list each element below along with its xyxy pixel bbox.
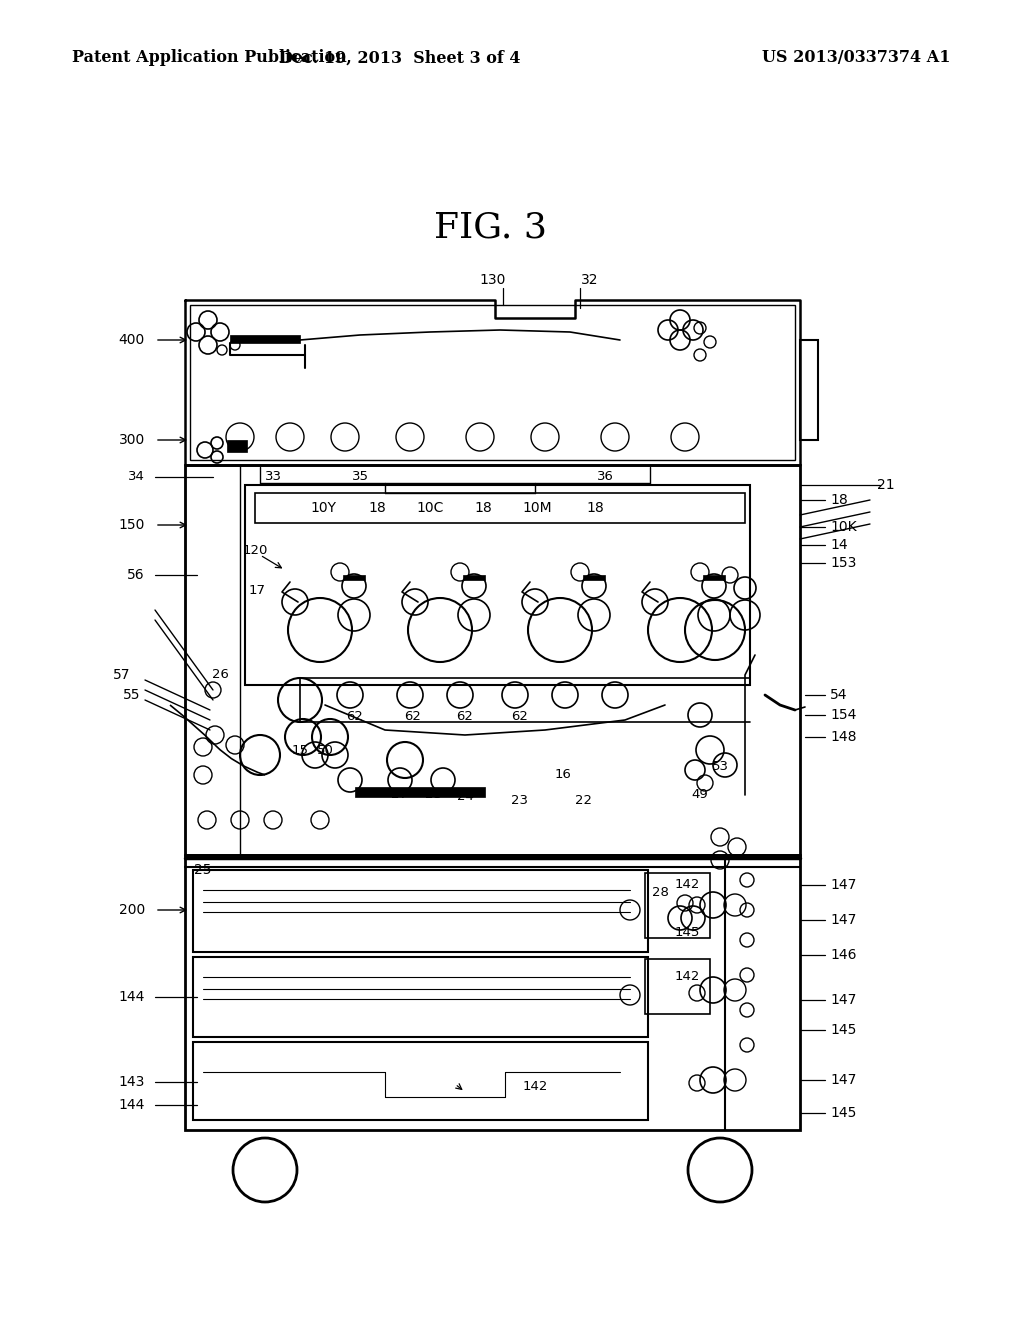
Text: 33: 33 — [264, 470, 282, 483]
Text: 10M: 10M — [522, 502, 552, 515]
Text: 18: 18 — [474, 502, 492, 515]
Bar — [185, 855, 800, 1130]
Bar — [185, 465, 240, 855]
Text: 17: 17 — [249, 583, 265, 597]
Text: 62: 62 — [404, 710, 422, 723]
Text: 142: 142 — [675, 879, 699, 891]
Text: 21: 21 — [878, 478, 895, 492]
Text: 54: 54 — [830, 688, 848, 702]
Text: 55: 55 — [123, 688, 140, 702]
Text: 145: 145 — [830, 1106, 856, 1119]
Bar — [355, 787, 485, 797]
Text: 130: 130 — [480, 273, 506, 286]
Bar — [193, 957, 648, 1038]
Bar — [645, 873, 710, 939]
Text: 144: 144 — [119, 990, 145, 1005]
Text: 10K: 10K — [830, 520, 857, 535]
Text: 15: 15 — [292, 743, 308, 756]
Text: 14: 14 — [830, 539, 848, 552]
Text: 32: 32 — [582, 273, 599, 286]
Text: 144: 144 — [119, 1098, 145, 1111]
Text: 10Y: 10Y — [310, 502, 336, 515]
Bar — [255, 492, 745, 523]
Text: 23: 23 — [425, 788, 441, 801]
Bar — [230, 335, 300, 343]
Text: FIG. 3: FIG. 3 — [433, 211, 547, 246]
Text: 143: 143 — [119, 1074, 145, 1089]
Text: 27: 27 — [391, 788, 409, 801]
Text: US 2013/0337374 A1: US 2013/0337374 A1 — [762, 49, 950, 66]
Text: 26: 26 — [212, 668, 228, 681]
Text: 23: 23 — [512, 793, 528, 807]
Text: 18: 18 — [368, 502, 386, 515]
Text: 10C: 10C — [417, 502, 443, 515]
Bar — [800, 341, 818, 440]
Text: 145: 145 — [830, 1023, 856, 1038]
Text: 400: 400 — [119, 333, 145, 347]
Text: 50: 50 — [316, 743, 334, 756]
Text: 120: 120 — [243, 544, 267, 557]
Bar — [245, 484, 750, 685]
Bar — [190, 305, 795, 459]
Bar — [583, 576, 605, 579]
Text: 148: 148 — [830, 730, 856, 744]
Text: 200: 200 — [119, 903, 145, 917]
Text: 56: 56 — [127, 568, 145, 582]
Bar — [463, 576, 485, 579]
Text: 146: 146 — [830, 948, 856, 962]
Text: 142: 142 — [522, 1081, 548, 1093]
Text: 154: 154 — [830, 708, 856, 722]
Text: 147: 147 — [830, 1073, 856, 1086]
Text: 147: 147 — [830, 878, 856, 892]
Text: 153: 153 — [830, 556, 856, 570]
Text: 16: 16 — [555, 768, 571, 781]
Bar — [343, 576, 365, 579]
Text: 24: 24 — [457, 791, 473, 804]
Text: 62: 62 — [457, 710, 473, 723]
Text: 145: 145 — [675, 927, 699, 940]
Text: 147: 147 — [830, 993, 856, 1007]
Bar — [703, 576, 725, 579]
Text: 57: 57 — [113, 668, 130, 682]
Text: 53: 53 — [712, 760, 728, 774]
Text: 150: 150 — [119, 517, 145, 532]
Bar — [185, 465, 800, 855]
Text: 62: 62 — [346, 710, 364, 723]
Text: 300: 300 — [119, 433, 145, 447]
Text: Dec. 19, 2013  Sheet 3 of 4: Dec. 19, 2013 Sheet 3 of 4 — [280, 49, 521, 66]
Text: 142: 142 — [675, 970, 699, 983]
Text: 18: 18 — [830, 492, 848, 507]
Text: 49: 49 — [691, 788, 709, 801]
Bar — [645, 960, 710, 1014]
Text: Patent Application Publication: Patent Application Publication — [72, 49, 347, 66]
Text: 25: 25 — [195, 863, 212, 876]
Text: 35: 35 — [351, 470, 369, 483]
Text: 62: 62 — [512, 710, 528, 723]
Bar — [193, 1041, 648, 1119]
Text: 18: 18 — [586, 502, 604, 515]
Bar — [193, 870, 648, 952]
Text: 36: 36 — [597, 470, 613, 483]
Text: 28: 28 — [651, 887, 669, 899]
Bar — [227, 440, 247, 451]
Text: 147: 147 — [830, 913, 856, 927]
Text: 22: 22 — [574, 793, 592, 807]
Text: 34: 34 — [128, 470, 145, 483]
